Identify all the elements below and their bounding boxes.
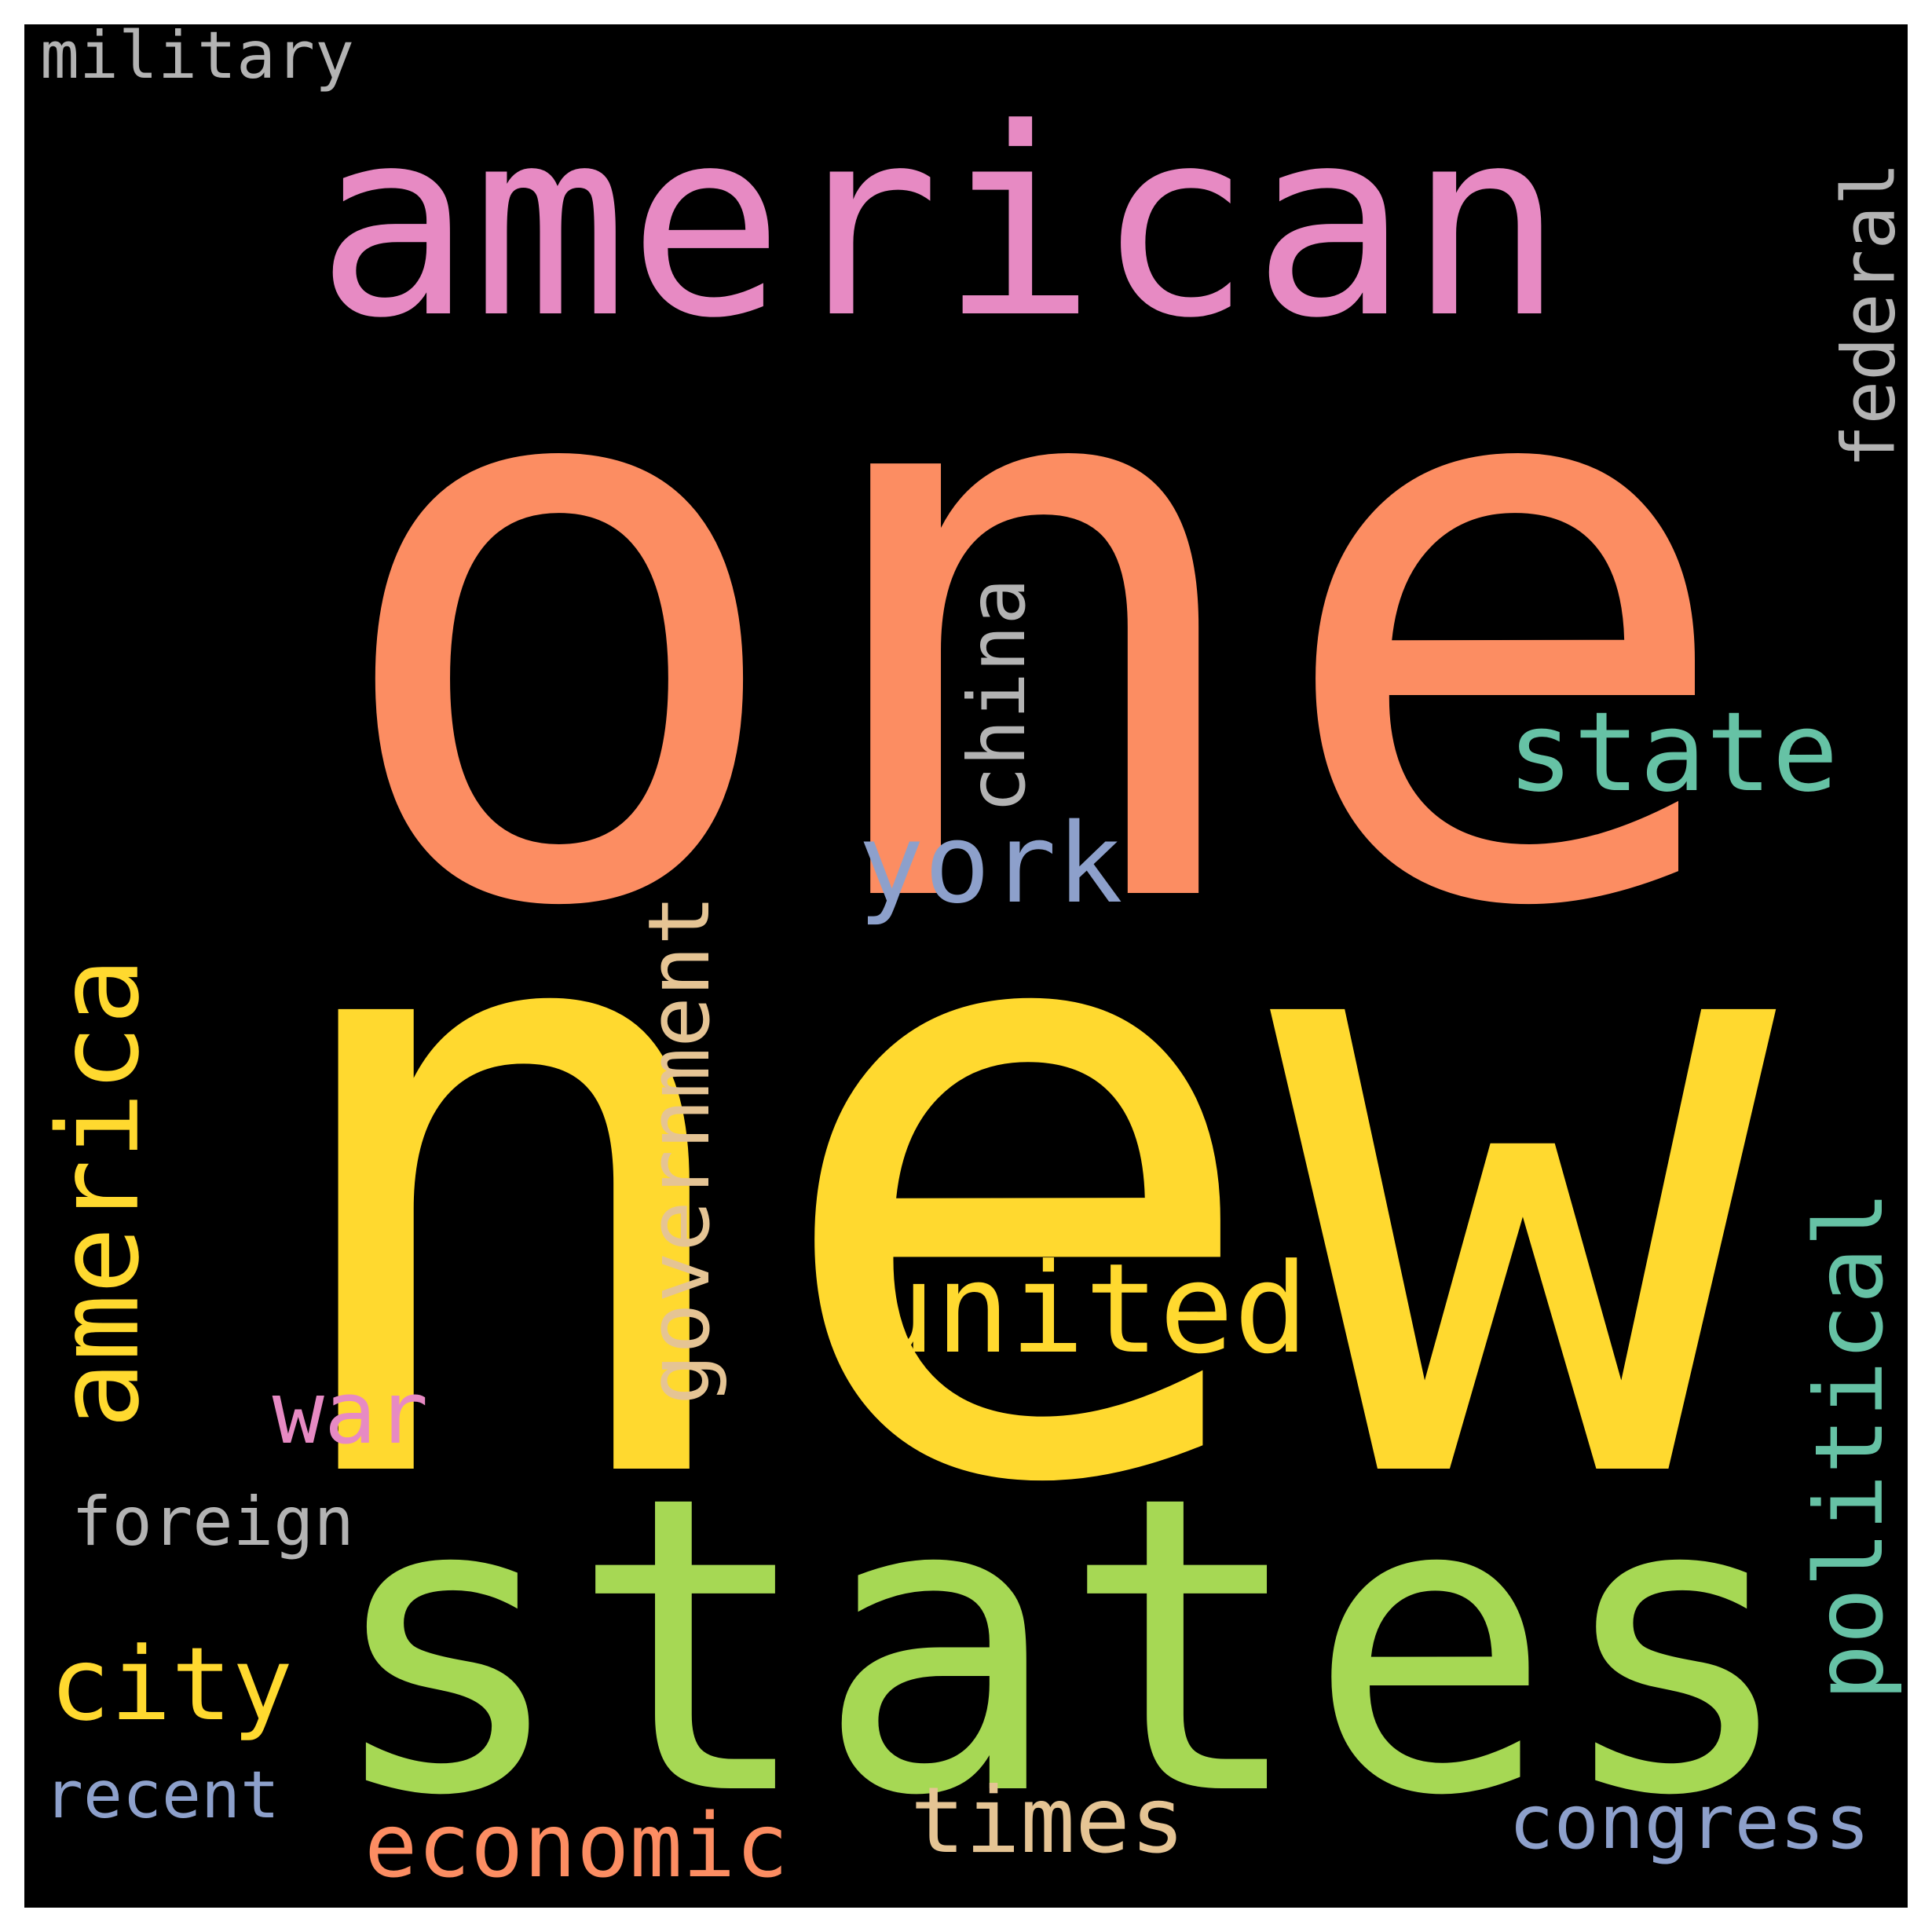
word-one: one [322,164,1742,1078]
word-military: military [40,24,354,94]
word-recent: recent [44,1757,280,1834]
word-city: city [49,1626,293,1744]
word-war: war [272,1363,429,1463]
word-government: government [631,895,730,1405]
word-york: york [858,800,1123,928]
word-cloud-canvas: one new american states united america s… [24,24,1908,1908]
word-united: united [861,1238,1308,1382]
word-american: american [316,73,1564,375]
word-state: state [1507,689,1839,817]
word-states: states [323,1409,1799,1885]
word-economic: economic [364,1795,789,1897]
word-new: new [258,690,1776,1667]
word-political: political [1795,1191,1905,1701]
word-congress: congress [1509,1778,1870,1867]
word-federal: federal [1826,162,1908,468]
word-america: america [33,957,164,1429]
word-china: china [952,578,1044,814]
word-foreign: foreign [71,1484,354,1562]
word-times: times [910,1767,1185,1874]
